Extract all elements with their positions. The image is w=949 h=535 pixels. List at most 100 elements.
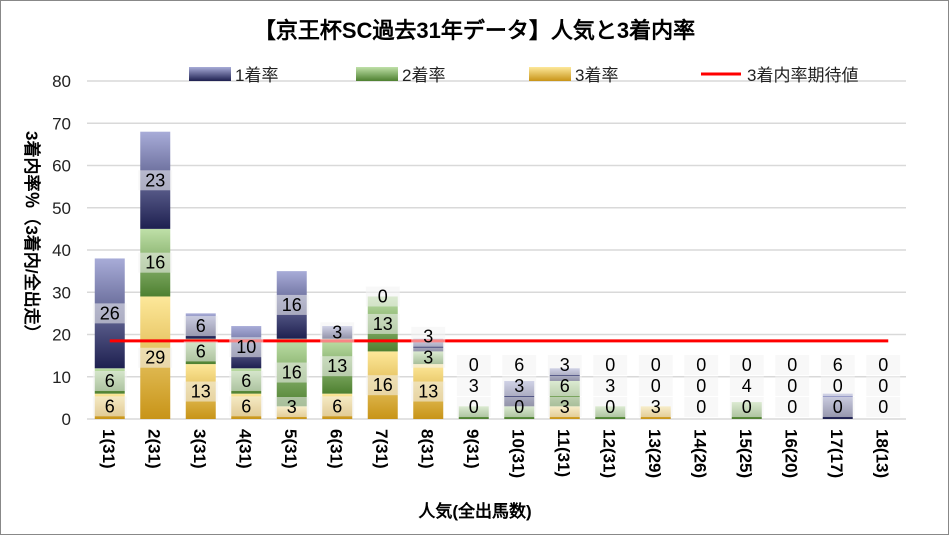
data-label-bg <box>138 252 173 273</box>
data-label: 3 <box>605 376 615 396</box>
x-tick-label: 14(26) <box>690 429 709 478</box>
y-tick-label: 80 <box>52 72 71 91</box>
data-label: 0 <box>878 376 888 396</box>
x-tick-label: 6(31) <box>326 429 345 469</box>
data-label: 3 <box>514 376 524 396</box>
data-label-bg <box>638 355 673 375</box>
data-label-bg <box>729 397 764 417</box>
data-label-bg <box>775 376 810 396</box>
data-label-bg <box>684 355 719 375</box>
data-label-bg <box>274 397 309 417</box>
data-label: 6 <box>105 396 115 416</box>
data-label-bg <box>320 396 355 417</box>
data-label-bg <box>547 397 582 417</box>
data-label: 3 <box>651 397 661 417</box>
data-label: 29 <box>145 348 165 368</box>
data-label: 0 <box>787 355 797 375</box>
x-tick-label: 18(13) <box>872 429 891 478</box>
data-label: 3 <box>423 348 433 368</box>
data-label-bg <box>183 316 218 337</box>
legend-label: 3着率 <box>575 66 618 85</box>
data-label: 13 <box>373 314 393 334</box>
data-label-bg <box>729 376 764 396</box>
x-tick-label: 15(25) <box>736 429 755 478</box>
data-label: 6 <box>241 396 251 416</box>
data-label-bg <box>92 303 127 324</box>
data-label-bg <box>411 381 446 402</box>
data-label: 0 <box>742 397 752 417</box>
data-label: 0 <box>696 397 706 417</box>
data-label-bg <box>593 355 628 375</box>
data-label: 6 <box>241 371 251 391</box>
data-label: 3 <box>287 397 297 417</box>
data-label: 0 <box>469 355 479 375</box>
data-label: 0 <box>605 397 615 417</box>
data-label-bg <box>411 326 446 347</box>
legend-label: 2着率 <box>402 66 445 85</box>
data-label: 16 <box>282 295 302 315</box>
data-label: 0 <box>696 376 706 396</box>
data-label: 6 <box>196 316 206 336</box>
data-label-bg <box>365 375 400 396</box>
legend-swatch <box>189 67 231 81</box>
data-label-bg <box>183 381 218 402</box>
data-label: 13 <box>418 382 438 402</box>
data-label: 16 <box>282 363 302 383</box>
data-label-bg <box>456 397 491 417</box>
data-label: 6 <box>332 396 342 416</box>
x-tick-label: 8(31) <box>417 429 436 469</box>
data-label: 0 <box>787 376 797 396</box>
x-tick-label: 9(31) <box>463 429 482 469</box>
data-label-bg <box>92 396 127 417</box>
data-label-bg <box>866 376 901 396</box>
chart-title: 【京王杯SC過去31年データ】人気と3着内率 <box>253 18 696 43</box>
data-label: 0 <box>378 286 388 306</box>
data-label: 4 <box>742 376 752 396</box>
data-label: 0 <box>651 376 661 396</box>
data-label-bg <box>866 397 901 417</box>
data-label-bg <box>775 355 810 375</box>
x-tick-label: 13(29) <box>645 429 664 478</box>
data-label-bg <box>502 376 537 396</box>
x-tick-label: 4(31) <box>235 429 254 469</box>
data-label-bg <box>411 347 446 368</box>
data-label: 0 <box>605 355 615 375</box>
legend-label: 1着率 <box>235 66 278 85</box>
y-tick-label: 60 <box>52 157 71 176</box>
data-label: 3 <box>560 355 570 375</box>
data-label: 0 <box>469 397 479 417</box>
data-label-bg <box>820 397 855 417</box>
legend-swatch <box>529 67 571 81</box>
data-label-bg <box>274 362 309 383</box>
data-label-bg <box>229 396 264 417</box>
y-tick-label: 0 <box>62 410 71 429</box>
x-tick-label: 11(31) <box>554 429 573 477</box>
y-tick-label: 10 <box>52 368 71 387</box>
y-tick-label: 30 <box>52 283 71 302</box>
data-label: 23 <box>145 170 165 190</box>
data-label-bg <box>274 294 309 315</box>
x-tick-label: 12(31) <box>599 429 618 478</box>
data-label: 3 <box>560 397 570 417</box>
data-label-bg <box>456 355 491 375</box>
y-tick-label: 70 <box>52 114 71 133</box>
data-label: 13 <box>191 382 211 402</box>
data-label-bg <box>183 341 218 362</box>
y-tick-label: 40 <box>52 241 71 260</box>
data-label: 0 <box>878 355 888 375</box>
legend-swatch <box>356 67 398 81</box>
data-label-bg <box>138 170 173 191</box>
data-label: 3 <box>469 376 479 396</box>
data-label-bg <box>456 376 491 396</box>
x-tick-label: 17(17) <box>827 429 846 478</box>
data-label: 6 <box>833 355 843 375</box>
legend-label: 3着内率期待値 <box>747 66 858 85</box>
data-label: 13 <box>327 356 347 376</box>
data-label: 0 <box>833 397 843 417</box>
y-tick-label: 50 <box>52 199 71 218</box>
data-label-bg <box>320 356 355 377</box>
data-label: 26 <box>100 303 120 323</box>
data-label-bg <box>593 397 628 417</box>
data-label-bg <box>92 370 127 391</box>
